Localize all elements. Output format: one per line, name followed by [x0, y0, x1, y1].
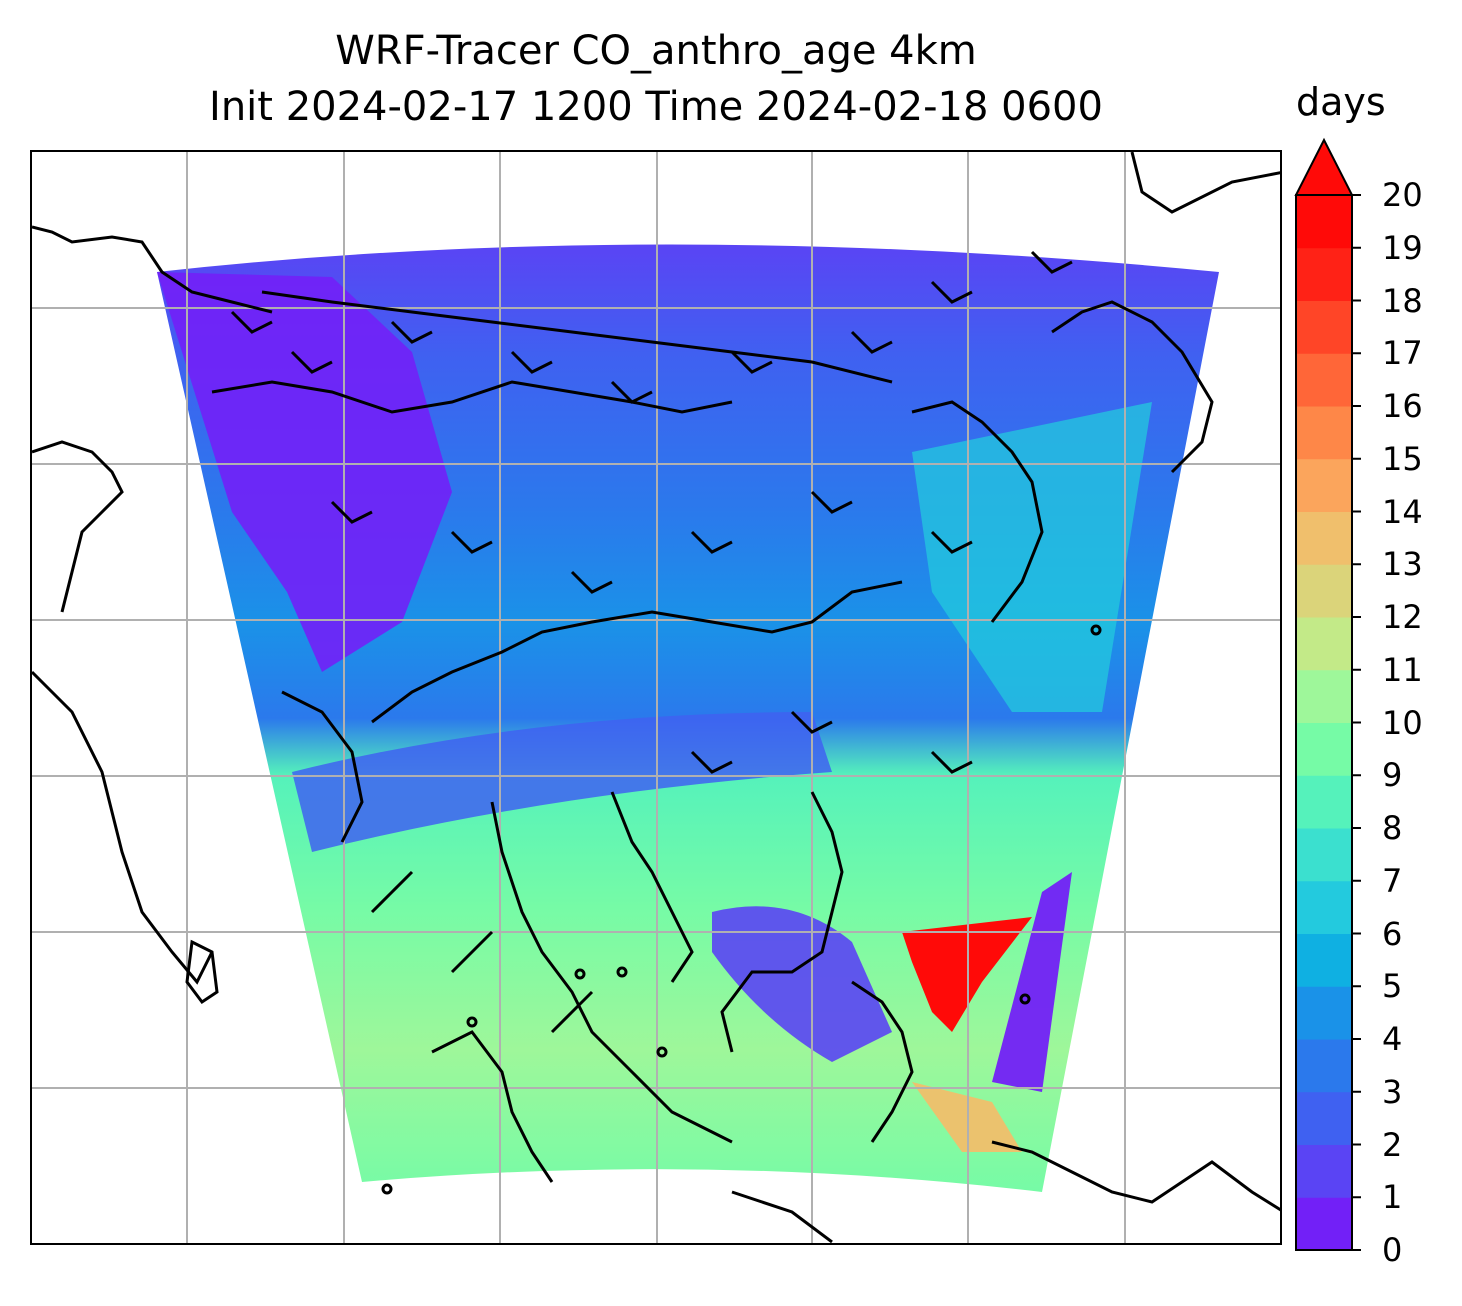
- colorbar-unit-label: days: [1296, 80, 1386, 124]
- colorbar-tick-label: 15: [1382, 439, 1423, 478]
- colorbar-tick-label: 7: [1382, 861, 1403, 900]
- colorbar-band: [1296, 617, 1352, 671]
- colorbar-tick-label: 18: [1382, 281, 1423, 320]
- colorbar-tick-label: 10: [1382, 703, 1423, 742]
- colorbar-tick-label: 8: [1382, 809, 1403, 847]
- colorbar-tick-label: 0: [1382, 1231, 1403, 1269]
- map-subtitle: Init 2024-02-17 1200 Time 2024-02-18 060…: [209, 84, 1103, 130]
- colorbar-tick-label: 14: [1382, 492, 1423, 531]
- coastlines: [32, 152, 1280, 1243]
- colorbar-band: [1296, 564, 1352, 618]
- colorbar-extend-arrow: [1294, 137, 1354, 196]
- colorbar-tick-label: 12: [1382, 598, 1423, 636]
- colorbar-band: [1296, 353, 1352, 407]
- colorbar-tick-label: 3: [1382, 1072, 1403, 1111]
- field-young-air-west: [157, 272, 452, 672]
- colorbar-tick-label: 13: [1382, 545, 1423, 584]
- colorbar-tick-label: 17: [1382, 334, 1423, 373]
- colorbar-tick-label: 19: [1382, 228, 1423, 267]
- colorbar-ticks: [1352, 194, 1361, 1251]
- colorbar-tick-label: 20: [1382, 176, 1423, 214]
- field-young-air-band: [292, 712, 832, 852]
- colorbar-tick-label: 2: [1382, 1125, 1403, 1164]
- field-east-violet: [992, 872, 1072, 1092]
- colorbar-bands: [1296, 195, 1352, 1251]
- map-canvas: [32, 152, 1280, 1243]
- colorbar-band: [1296, 828, 1352, 882]
- colorbar-band: [1296, 986, 1352, 1040]
- colorbar-tick-label: 4: [1382, 1020, 1403, 1058]
- colorbar-band: [1296, 247, 1352, 301]
- colorbar-tick-label: 5: [1382, 967, 1403, 1006]
- colorbar-band: [1296, 669, 1352, 723]
- colorbar-band: [1296, 775, 1352, 829]
- gridlines: [32, 152, 1280, 1243]
- colorbar-band: [1296, 880, 1352, 934]
- colorbar-tick-label: 6: [1382, 914, 1403, 953]
- map-title: WRF-Tracer CO_anthro_age 4km: [335, 28, 977, 74]
- colorbar-band: [1296, 195, 1352, 249]
- colorbar-band: [1296, 300, 1352, 354]
- colorbar-tick-label: 16: [1382, 387, 1423, 425]
- colorbar-band: [1296, 1197, 1352, 1251]
- wind-barbs: [230, 250, 1102, 1195]
- colorbar-tick-label: 11: [1382, 650, 1423, 689]
- map-panel: [30, 150, 1282, 1245]
- colorbar-tick-label: 1: [1382, 1178, 1403, 1217]
- colorbar-band: [1296, 406, 1352, 460]
- colorbar-band: [1296, 1144, 1352, 1198]
- colorbar-band: [1296, 511, 1352, 565]
- colorbar-band: [1296, 933, 1352, 987]
- colorbar-band: [1296, 458, 1352, 512]
- colorbar-band: [1296, 1039, 1352, 1093]
- colorbar-band: [1296, 722, 1352, 776]
- colorbar-tick-label: 9: [1382, 756, 1403, 795]
- colorbar-band: [1296, 1091, 1352, 1145]
- field-central-violet: [712, 906, 892, 1062]
